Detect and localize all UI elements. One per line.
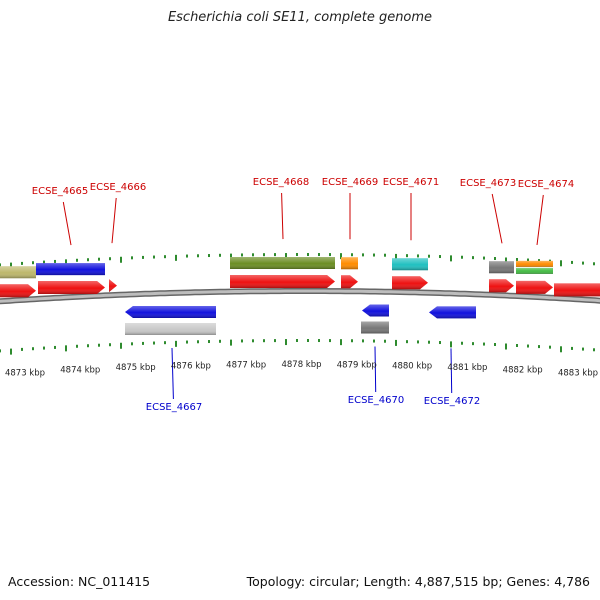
scale-label: 4877 kbp (226, 360, 266, 370)
cds-ecse-4674-b (516, 267, 553, 274)
gene-label-forward: ECSE_4674 (518, 179, 574, 190)
cds-khaki (0, 266, 36, 279)
tick-marks-outer (0, 253, 595, 269)
cds-red-5 (341, 275, 358, 289)
gene-label-forward: ECSE_4668 (253, 177, 309, 188)
leader-forward (536, 194, 544, 246)
scale-label: 4882 kbp (503, 365, 543, 375)
gene-label-forward: ECSE_4665 (32, 186, 88, 197)
cds-red-8 (516, 280, 553, 294)
genome-title: Escherichia coli SE11, complete genome (167, 10, 433, 25)
gene-label-forward: ECSE_4666 (90, 182, 146, 193)
accession-text: Accession: NC_011415 (8, 574, 151, 589)
cds-ecse-4668-top (230, 257, 335, 270)
backbone-core (0, 289, 600, 303)
cds-red-6 (392, 276, 428, 290)
cds-ecse-4670-b (361, 321, 389, 334)
gene-label-reverse: ECSE_4670 (348, 395, 404, 406)
feature-track (0, 257, 600, 336)
cds-red-1 (0, 284, 36, 298)
leader-forward (62, 201, 72, 246)
leader-forward (491, 193, 503, 244)
chromosome-backbone (0, 288, 600, 305)
leader-reverse (450, 348, 453, 394)
scale-label: 4881 kbp (447, 363, 487, 373)
cds-ecse-4671-top (392, 258, 428, 271)
gene-label-forward: ECSE_4669 (322, 177, 378, 188)
gene-labels: ECSE_4665 ECSE_4666 ECSE_4668 ECSE_4669 ECSE… (32, 177, 574, 413)
cds-ecse-4672 (429, 306, 476, 319)
cds-ecse-4673-top (489, 261, 514, 274)
genome-summary-text: Topology: circular; Length: 4,887,515 bp… (246, 574, 590, 589)
cds-red-2 (38, 281, 105, 295)
cds-ecse-4674-a (516, 260, 553, 267)
leader-reverse (171, 347, 174, 400)
gene-label-forward: ECSE_4673 (460, 178, 516, 189)
cds-ecse-4667-b (125, 323, 216, 336)
cds-red-3 (109, 279, 117, 293)
scale-label: 4878 kbp (281, 360, 321, 370)
scale-label: 4873 kbp (5, 369, 45, 379)
scale-label: 4875 kbp (116, 363, 156, 373)
leader-reverse (374, 346, 377, 393)
gene-label-reverse: ECSE_4667 (146, 402, 202, 413)
cds-ecse-4667 (125, 306, 216, 319)
gene-label-reverse: ECSE_4672 (424, 396, 480, 407)
label-leader-lines (62, 192, 544, 400)
cds-ecse-4669-top (341, 257, 358, 270)
cds-red-7 (489, 279, 514, 293)
cds-ecse-4665-top (36, 263, 105, 276)
scale-label: 4876 kbp (171, 361, 211, 371)
cds-red-9 (554, 283, 600, 297)
gene-label-forward: ECSE_4671 (383, 177, 439, 188)
tick-marks-inner (0, 339, 595, 355)
cds-ecse-4670 (362, 304, 389, 317)
scale-label: 4874 kbp (60, 366, 100, 376)
scale-label: 4883 kbp (558, 368, 598, 378)
scale-label: 4879 kbp (337, 360, 377, 370)
cds-red-4 (230, 275, 335, 289)
scale-label: 4880 kbp (392, 361, 432, 371)
scale-labels: 4873 kbp 4874 kbp 4875 kbp 4876 kbp 4877 kbp… (5, 360, 598, 379)
leader-forward (281, 192, 284, 240)
leader-forward (111, 197, 117, 244)
